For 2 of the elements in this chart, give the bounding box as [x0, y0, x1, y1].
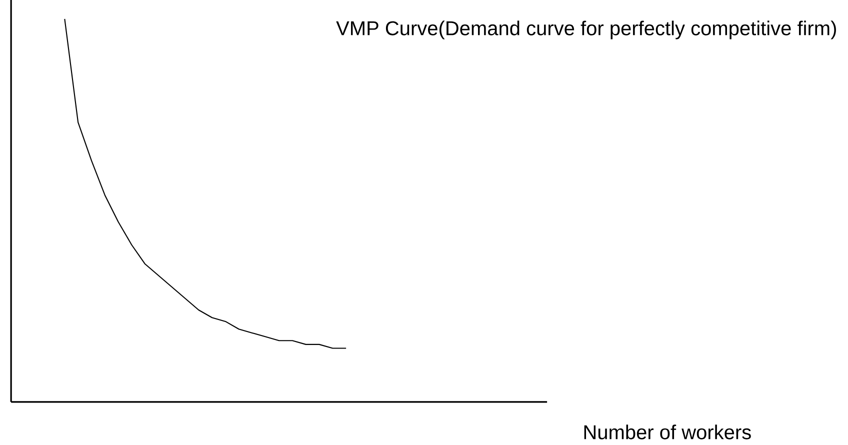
- chart-title: VMP Curve(Demand curve for perfectly competitive firm): [336, 20, 836, 40]
- x-axis-title: Number of workers: [584, 424, 751, 440]
